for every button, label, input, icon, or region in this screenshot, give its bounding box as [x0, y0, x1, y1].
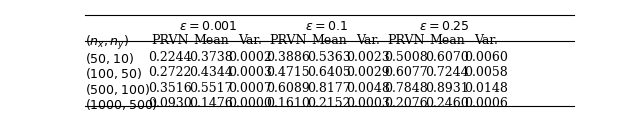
Text: 0.2152: 0.2152: [307, 97, 351, 110]
Text: Var.: Var.: [474, 34, 498, 47]
Text: Var.: Var.: [356, 34, 380, 47]
Text: 0.8177: 0.8177: [307, 82, 351, 95]
Text: 0.0003: 0.0003: [228, 66, 271, 79]
Text: $(1000, 500)$: $(1000, 500)$: [85, 97, 157, 112]
Text: 0.8931: 0.8931: [426, 82, 469, 95]
Text: 0.0048: 0.0048: [346, 82, 390, 95]
Text: 0.6077: 0.6077: [384, 66, 428, 79]
Text: Mean: Mean: [429, 34, 465, 47]
Text: 0.5363: 0.5363: [307, 51, 351, 64]
Text: $(500, 100)$: $(500, 100)$: [85, 82, 150, 97]
Text: $\epsilon = 0.25$: $\epsilon = 0.25$: [419, 20, 470, 33]
Text: 0.7848: 0.7848: [384, 82, 428, 95]
Text: 0.2460: 0.2460: [426, 97, 469, 110]
Text: 0.0000: 0.0000: [228, 97, 271, 110]
Text: 0.3516: 0.3516: [148, 82, 192, 95]
Text: 0.7244: 0.7244: [426, 66, 469, 79]
Text: 0.2722: 0.2722: [148, 66, 192, 79]
Text: 0.0058: 0.0058: [464, 66, 508, 79]
Text: 0.6070: 0.6070: [426, 51, 469, 64]
Text: 0.0060: 0.0060: [464, 51, 508, 64]
Text: 0.6405: 0.6405: [307, 66, 351, 79]
Text: 0.0003: 0.0003: [346, 97, 390, 110]
Text: PRVN: PRVN: [151, 34, 189, 47]
Text: Var.: Var.: [237, 34, 262, 47]
Text: Mean: Mean: [312, 34, 347, 47]
Text: 0.5517: 0.5517: [189, 82, 233, 95]
Text: 0.4344: 0.4344: [189, 66, 233, 79]
Text: $\epsilon = 0.001$: $\epsilon = 0.001$: [179, 20, 238, 33]
Text: PRVN: PRVN: [269, 34, 307, 47]
Text: 0.0002: 0.0002: [228, 51, 271, 64]
Text: $(n_x, n_y)$: $(n_x, n_y)$: [85, 34, 129, 52]
Text: 0.2076: 0.2076: [384, 97, 428, 110]
Text: 0.1610: 0.1610: [266, 97, 310, 110]
Text: 0.0007: 0.0007: [228, 82, 271, 95]
Text: 0.6089: 0.6089: [266, 82, 310, 95]
Text: 0.0029: 0.0029: [346, 66, 390, 79]
Text: 0.0006: 0.0006: [464, 97, 508, 110]
Text: 0.4715: 0.4715: [266, 66, 310, 79]
Text: $(50, 10)$: $(50, 10)$: [85, 51, 134, 66]
Text: 0.0023: 0.0023: [346, 51, 390, 64]
Text: 0.0148: 0.0148: [464, 82, 508, 95]
Text: 0.0930: 0.0930: [148, 97, 192, 110]
Text: 0.5008: 0.5008: [384, 51, 428, 64]
Text: 0.1476: 0.1476: [189, 97, 233, 110]
Text: Mean: Mean: [193, 34, 229, 47]
Text: 0.3738: 0.3738: [189, 51, 233, 64]
Text: PRVN: PRVN: [387, 34, 425, 47]
Text: $(100, 50)$: $(100, 50)$: [85, 66, 142, 81]
Text: $\epsilon = 0.1$: $\epsilon = 0.1$: [305, 20, 348, 33]
Text: 0.2244: 0.2244: [148, 51, 192, 64]
Text: 0.3886: 0.3886: [266, 51, 310, 64]
